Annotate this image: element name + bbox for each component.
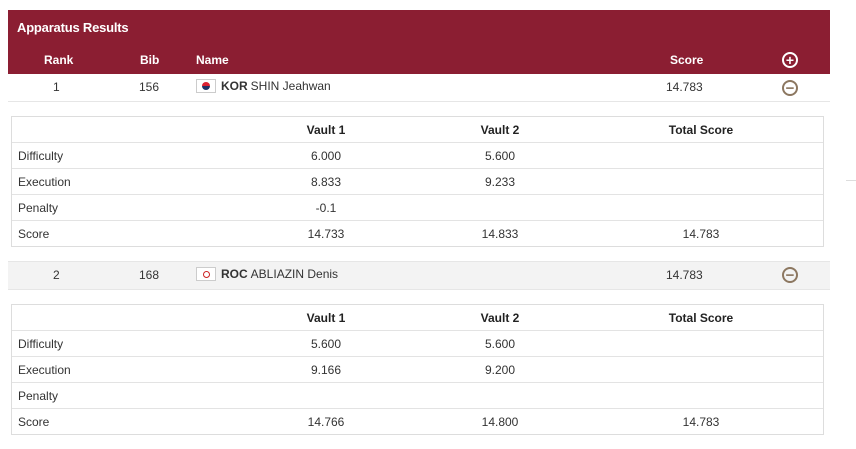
athlete-detail-table: Vault 1 Vault 2 Total Score Difficulty 5… [11, 304, 824, 435]
athlete-fullname: SHIN Jeahwan [250, 79, 331, 93]
athlete-score: 14.783 [666, 268, 703, 282]
athlete-rank: 2 [53, 268, 60, 282]
korea-flag-icon [196, 79, 216, 93]
athlete-bib: 156 [139, 80, 160, 94]
header-vault2: Vault 2 [480, 123, 520, 137]
minus-circle-icon[interactable]: − [782, 80, 798, 96]
results-header: Apparatus Results Rank Bib Name Score + [8, 10, 830, 74]
table-row: Execution 9.166 9.200 [12, 357, 823, 383]
col-rank: Rank [44, 53, 74, 67]
row-label: Difficulty [18, 337, 64, 351]
cell-vault1: 14.733 [307, 227, 345, 241]
row-label: Difficulty [18, 149, 64, 163]
cell-vault1: 6.000 [310, 149, 342, 163]
row-label: Score [18, 227, 50, 241]
cell-vault1: 9.166 [310, 363, 342, 377]
table-row: Penalty [12, 383, 823, 409]
cell-vault2: 9.233 [484, 175, 516, 189]
roc-flag-icon [196, 267, 216, 281]
cell-vault1: -0.1 [315, 201, 337, 215]
athlete-row[interactable]: 2 168 ROC ABLIAZIN Denis 14.783 − [8, 261, 830, 290]
table-row: Execution 8.833 9.233 [12, 169, 823, 195]
apparatus-results-panel: Apparatus Results Rank Bib Name Score + … [8, 10, 830, 449]
athlete-bib: 168 [139, 268, 160, 282]
row-label: Score [18, 415, 50, 429]
cell-vault2: 5.600 [484, 337, 516, 351]
minus-circle-icon[interactable]: − [782, 267, 798, 283]
athlete-detail-table: Vault 1 Vault 2 Total Score Difficulty 6… [11, 116, 824, 247]
table-row: Vault 1 Vault 2 Total Score [12, 117, 823, 143]
table-row: Difficulty 5.600 5.600 [12, 331, 823, 357]
col-name: Name [196, 53, 229, 67]
header-vault1: Vault 1 [306, 311, 346, 325]
header-total: Total Score [668, 123, 734, 137]
table-row: Vault 1 Vault 2 Total Score [12, 305, 823, 331]
cell-vault2: 5.600 [484, 149, 516, 163]
athlete-name: ROC ABLIAZIN Denis [196, 267, 338, 281]
cell-vault2: 14.800 [481, 415, 519, 429]
row-label: Execution [18, 363, 71, 377]
athlete-row[interactable]: 1 156 KOR SHIN Jeahwan 14.783 − [8, 74, 830, 102]
cell-vault2: 9.200 [484, 363, 516, 377]
table-row: Difficulty 6.000 5.600 [12, 143, 823, 169]
table-row: Score 14.733 14.833 14.783 [12, 221, 823, 246]
cell-vault1: 14.766 [307, 415, 345, 429]
athlete-score: 14.783 [666, 80, 703, 94]
cell-vault2: 14.833 [481, 227, 519, 241]
cell-vault1: 5.600 [310, 337, 342, 351]
table-row: Score 14.766 14.800 14.783 [12, 409, 823, 434]
table-row: Penalty -0.1 [12, 195, 823, 221]
header-total: Total Score [668, 311, 734, 325]
page-scrollbar[interactable] [846, 0, 856, 181]
plus-circle-icon[interactable]: + [782, 52, 798, 68]
row-label: Execution [18, 175, 71, 189]
athlete-noc: KOR [221, 79, 248, 93]
col-score: Score [670, 53, 704, 67]
col-bib: Bib [140, 53, 160, 67]
header-vault1: Vault 1 [306, 123, 346, 137]
panel-title: Apparatus Results [17, 20, 129, 35]
row-label: Penalty [18, 201, 59, 215]
cell-total: 14.783 [682, 415, 720, 429]
cell-vault1: 8.833 [310, 175, 342, 189]
row-label: Penalty [18, 389, 59, 403]
header-vault2: Vault 2 [480, 311, 520, 325]
athlete-noc: ROC [221, 267, 248, 281]
athlete-fullname: ABLIAZIN Denis [250, 267, 339, 281]
cell-total: 14.783 [682, 227, 720, 241]
athlete-rank: 1 [53, 80, 60, 94]
athlete-name: KOR SHIN Jeahwan [196, 79, 331, 93]
